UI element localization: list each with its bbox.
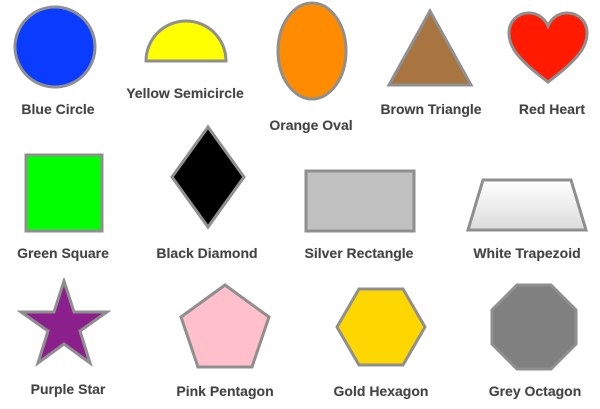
rectangle-fill [304, 169, 416, 233]
label-silver-rectangle: Silver Rectangle [304, 245, 414, 261]
circle-icon [13, 5, 97, 89]
semicircle-fill [144, 19, 228, 63]
oval-icon [276, 1, 348, 101]
triangle-fill [386, 8, 474, 87]
label-white-trapezoid: White Trapezoid [473, 245, 581, 261]
oval-fill [276, 1, 348, 101]
rectangle-icon [304, 169, 416, 233]
label-red-heart: Red Heart [518, 101, 586, 117]
label-black-diamond: Black Diamond [156, 245, 258, 261]
label-grey-octagon: Grey Octagon [488, 383, 582, 399]
pentagon-icon [179, 283, 271, 369]
square-icon [24, 153, 104, 233]
trapezoid-icon [465, 178, 589, 232]
label-pink-pentagon: Pink Pentagon [176, 383, 274, 399]
pentagon-fill [179, 283, 271, 369]
trapezoid-fill [465, 178, 589, 232]
diamond-icon [170, 124, 246, 230]
label-purple-star: Purple Star [30, 381, 106, 397]
label-gold-hexagon: Gold Hexagon [333, 383, 429, 399]
star-fill [17, 278, 111, 367]
star-icon [17, 278, 111, 367]
label-green-square: Green Square [17, 245, 109, 261]
label-brown-triangle: Brown Triangle [380, 101, 482, 117]
label-yellow-semicircle: Yellow Semicircle [126, 85, 244, 101]
semicircle-icon [144, 19, 228, 63]
triangle-icon [386, 8, 474, 87]
label-orange-oval: Orange Oval [269, 117, 353, 133]
octagon-fill [490, 283, 578, 371]
diamond-fill [170, 124, 246, 230]
circle-fill [13, 5, 97, 89]
heart-icon [507, 11, 589, 84]
hexagon-fill [335, 287, 427, 367]
label-blue-circle: Blue Circle [21, 101, 95, 117]
square-fill [24, 153, 104, 233]
heart-fill [507, 11, 589, 84]
hexagon-icon [335, 287, 427, 367]
octagon-icon [490, 283, 578, 371]
